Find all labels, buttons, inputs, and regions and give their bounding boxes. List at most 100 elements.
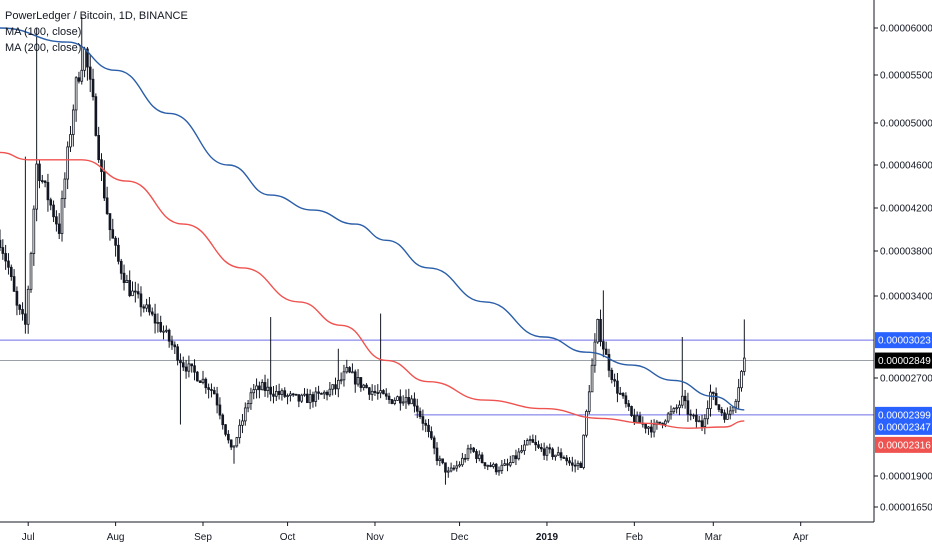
candle-body [711,391,715,394]
candle-body [421,416,425,424]
candle-body [638,415,642,424]
chart-legend: PowerLedger / Bitcoin, 1D, BINANCE MA (1… [5,8,188,56]
candle-body [359,377,363,388]
candle-body [353,371,357,385]
price-tag: 0.00003023 [875,332,932,349]
candle-body [678,404,681,409]
candle-body [0,239,2,248]
candle-body [669,411,673,415]
candle-body [430,431,433,439]
candle-body [706,408,709,420]
candle-body [272,393,275,397]
candle-body [548,447,552,450]
candle-body [145,304,148,309]
ma200-legend[interactable]: MA (200, close) [5,42,82,54]
candle-body [455,465,459,469]
time-axis[interactable]: Jul Aug Sep Oct Nov Dec 2019 Feb Mar Apr [22,522,809,543]
candle-body [709,391,712,409]
candle-body [218,404,222,416]
candle-body [489,464,492,467]
price-tag-label: 0.00003023 [878,336,931,347]
candle-body [413,398,416,407]
candle-body [308,394,312,404]
candle-body [18,304,22,310]
candle-body [210,389,213,391]
candle-body [680,395,684,406]
candle-body [277,391,281,395]
time-tick-label: Mar [705,532,723,543]
candle-body [737,387,740,402]
candle-body [74,77,78,111]
candle-body [342,371,346,381]
price-tick-label: 0.00003800 [880,247,932,258]
price-tick-label: 0.00001900 [880,472,932,483]
candle-body [128,279,132,297]
price-axis[interactable]: 0.00006000 0.00005500 0.00005000 0.00004600… [874,24,932,514]
time-tick-label: Jul [22,532,35,543]
price-tick-label: 0.00005000 [880,119,932,130]
candle-body [616,380,619,394]
candle-body [57,223,61,234]
candle-body [9,266,13,277]
price-tick-label: 0.00003400 [880,292,932,303]
price-tag-label: 0.00002849 [878,356,931,367]
candle-body [255,385,258,391]
time-tick-label: Oct [280,532,296,543]
candle-body [559,452,563,458]
candle-body [150,311,154,315]
ma100-legend[interactable]: MA (100, close) [5,26,82,38]
candle-body [179,359,182,364]
candle-body [88,66,92,80]
candle-body [105,197,109,214]
candle-body [441,458,444,464]
candle-body [587,391,591,412]
candle-body [697,420,701,423]
candle-body [29,253,33,290]
candle-body [165,329,168,332]
candle-body [576,462,580,467]
symbol-title[interactable]: PowerLedger / Bitcoin, 1D, BINANCE [5,10,188,22]
candle-body [469,447,473,450]
candle-body [100,159,103,173]
candles [0,16,746,485]
time-tick-label: Apr [793,532,809,543]
candle-body [368,387,371,395]
candle-body [170,340,174,346]
candle-body [286,395,289,397]
candle-body [703,418,707,427]
candle-body [610,369,614,380]
candle-body [666,413,670,422]
candle-body [373,390,377,393]
candle-body [483,462,487,467]
candle-body [742,357,746,372]
candle-body [108,213,112,231]
candle-body [55,216,58,225]
price-tags: 0.00003023 0.00002849 0.000023990.00002347… [875,332,932,453]
candle-body [91,78,95,98]
candle-body [461,457,464,466]
candle-body [291,393,295,396]
time-tick-label: Dec [451,532,469,543]
candle-body [221,414,225,426]
candle-body [463,457,467,460]
candle-body [477,454,481,459]
candle-body [136,291,140,295]
candle-body [497,470,501,473]
candle-body [15,290,19,306]
ma200-line [0,151,745,429]
candle-body [111,229,115,239]
candle-body [232,445,236,448]
candle-body [258,385,261,391]
candle-body [193,365,196,373]
candle-body [582,434,585,468]
candle-body [153,313,157,324]
candle-body [644,423,647,429]
candle-body [325,391,329,396]
candle-body [21,309,24,315]
candle-body [672,408,676,413]
time-tick-label: 2019 [536,532,559,543]
candle-body [94,96,98,136]
candle-body [212,390,216,395]
candle-body [12,276,16,292]
